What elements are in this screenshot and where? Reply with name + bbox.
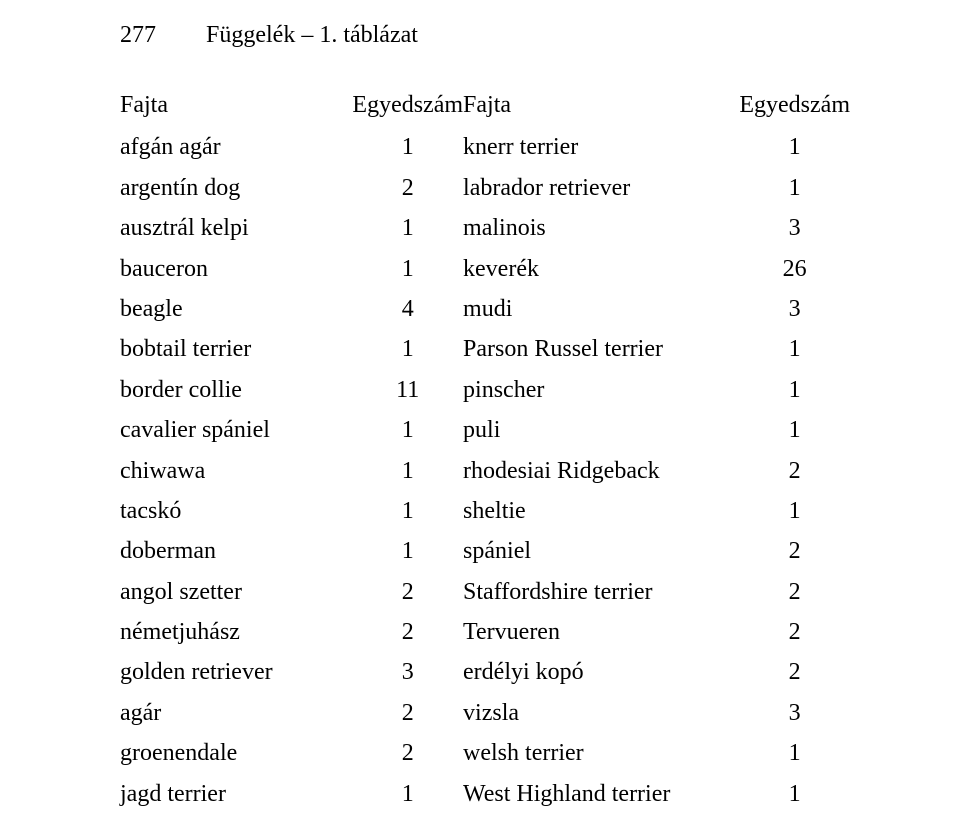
page: 277 Függelék – 1. táblázat Fajta Egyedsz… — [0, 0, 960, 814]
breed-name-right: welsh terrier — [463, 733, 739, 773]
table-row: beagle4mudi3 — [120, 289, 850, 329]
breed-count-right: 2 — [739, 652, 850, 692]
breed-count-right: 1 — [739, 410, 850, 450]
col-header-right-count: Egyedszám — [739, 85, 850, 127]
breed-name-right: sheltie — [463, 491, 739, 531]
breed-name-left: bauceron — [120, 249, 352, 289]
breed-name-right: labrador retriever — [463, 168, 739, 208]
breed-name-left: golden retriever — [120, 652, 352, 692]
breed-name-left: doberman — [120, 531, 352, 571]
breed-name-left: groenendale — [120, 733, 352, 773]
breed-name-left: ausztrál kelpi — [120, 208, 352, 248]
breed-name-right: keverék — [463, 249, 739, 289]
breed-count-right: 3 — [739, 693, 850, 733]
breed-name-left: afgán agár — [120, 127, 352, 167]
table-row: argentín dog2labrador retriever1 — [120, 168, 850, 208]
breed-name-right: vizsla — [463, 693, 739, 733]
table-row: groenendale2welsh terrier1 — [120, 733, 850, 773]
breed-count-right: 2 — [739, 451, 850, 491]
table-row: tacskó1sheltie1 — [120, 491, 850, 531]
breed-name-right: puli — [463, 410, 739, 450]
breed-name-left: jagd terrier — [120, 774, 352, 814]
breed-name-left: cavalier spániel — [120, 410, 352, 450]
breed-name-right: malinois — [463, 208, 739, 248]
breed-count-right: 1 — [739, 168, 850, 208]
breed-count-left: 1 — [352, 491, 463, 531]
breed-count-left: 2 — [352, 693, 463, 733]
breed-count-left: 1 — [352, 531, 463, 571]
breed-count-right: 1 — [739, 774, 850, 814]
table-row: afgán agár1knerr terrier1 — [120, 127, 850, 167]
breed-count-right: 2 — [739, 572, 850, 612]
breed-count-right: 1 — [739, 127, 850, 167]
breed-count-left: 1 — [352, 329, 463, 369]
table-row: bauceron1keverék26 — [120, 249, 850, 289]
breed-name-left: beagle — [120, 289, 352, 329]
table-row: bobtail terrier1Parson Russel terrier1 — [120, 329, 850, 369]
breed-name-left: bobtail terrier — [120, 329, 352, 369]
table-row: cavalier spániel1puli1 — [120, 410, 850, 450]
breed-name-right: West Highland terrier — [463, 774, 739, 814]
breed-count-right: 1 — [739, 733, 850, 773]
breed-name-right: pinscher — [463, 370, 739, 410]
col-header-right-name: Fajta — [463, 85, 739, 127]
breed-table: Fajta Egyedszám Fajta Egyedszám afgán ag… — [120, 85, 850, 814]
breed-name-right: Tervueren — [463, 612, 739, 652]
table-row: doberman1spániel2 — [120, 531, 850, 571]
breed-count-right: 1 — [739, 370, 850, 410]
table-row: agár2vizsla3 — [120, 693, 850, 733]
table-row: angol szetter2Staffordshire terrier2 — [120, 572, 850, 612]
table-header-row: Fajta Egyedszám Fajta Egyedszám — [120, 85, 850, 127]
breed-name-right: knerr terrier — [463, 127, 739, 167]
breed-count-left: 2 — [352, 612, 463, 652]
breed-name-left: argentín dog — [120, 168, 352, 208]
breed-count-right: 2 — [739, 531, 850, 571]
table-row: németjuhász2Tervueren2 — [120, 612, 850, 652]
breed-count-left: 1 — [352, 249, 463, 289]
breed-name-left: angol szetter — [120, 572, 352, 612]
breed-count-right: 2 — [739, 612, 850, 652]
table-row: chiwawa1rhodesiai Ridgeback2 — [120, 451, 850, 491]
breed-count-left: 11 — [352, 370, 463, 410]
table-row: border collie11pinscher1 — [120, 370, 850, 410]
breed-count-left: 1 — [352, 208, 463, 248]
breed-name-right: erdélyi kopó — [463, 652, 739, 692]
breed-count-left: 1 — [352, 451, 463, 491]
breed-count-left: 1 — [352, 774, 463, 814]
breed-count-left: 3 — [352, 652, 463, 692]
breed-name-left: agár — [120, 693, 352, 733]
breed-count-right: 3 — [739, 208, 850, 248]
table-row: jagd terrier1West Highland terrier1 — [120, 774, 850, 814]
breed-count-left: 2 — [352, 572, 463, 612]
table-row: ausztrál kelpi1malinois3 — [120, 208, 850, 248]
breed-count-left: 4 — [352, 289, 463, 329]
breed-name-right: rhodesiai Ridgeback — [463, 451, 739, 491]
breed-count-right: 3 — [739, 289, 850, 329]
col-header-left-count: Egyedszám — [352, 85, 463, 127]
col-header-left-name: Fajta — [120, 85, 352, 127]
breed-name-right: Parson Russel terrier — [463, 329, 739, 369]
breed-count-right: 1 — [739, 329, 850, 369]
breed-name-right: Staffordshire terrier — [463, 572, 739, 612]
page-number: 277 — [120, 22, 200, 49]
breed-name-left: chiwawa — [120, 451, 352, 491]
table-row: golden retriever3erdélyi kopó2 — [120, 652, 850, 692]
breed-count-right: 26 — [739, 249, 850, 289]
breed-count-left: 1 — [352, 127, 463, 167]
breed-count-left: 1 — [352, 410, 463, 450]
breed-name-left: tacskó — [120, 491, 352, 531]
breed-name-left: németjuhász — [120, 612, 352, 652]
breed-count-right: 1 — [739, 491, 850, 531]
breed-name-right: spániel — [463, 531, 739, 571]
breed-count-left: 2 — [352, 733, 463, 773]
breed-count-left: 2 — [352, 168, 463, 208]
page-header: 277 Függelék – 1. táblázat — [120, 22, 850, 49]
page-title: Függelék – 1. táblázat — [206, 22, 418, 48]
breed-name-left: border collie — [120, 370, 352, 410]
breed-name-right: mudi — [463, 289, 739, 329]
